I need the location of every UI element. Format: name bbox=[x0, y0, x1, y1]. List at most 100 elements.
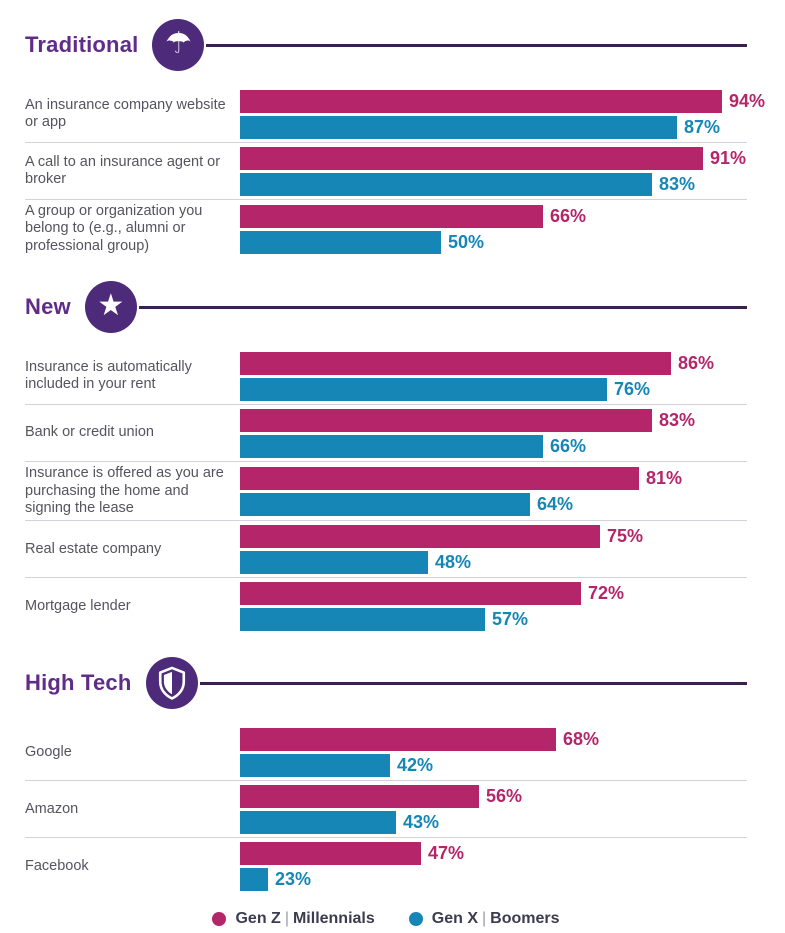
bar-line: 50% bbox=[240, 230, 747, 254]
bar-line: 68% bbox=[240, 727, 747, 751]
gen-z-millennials-value: 81% bbox=[646, 467, 683, 488]
gen-z-millennials-bar bbox=[240, 466, 639, 490]
bar-line: 76% bbox=[240, 377, 747, 401]
legend-label-secondary: Boomers bbox=[490, 910, 560, 928]
gen-x-boomers-value: 66% bbox=[550, 435, 587, 456]
bar-line: 64% bbox=[240, 492, 747, 516]
gen-x-boomers-value: 76% bbox=[614, 378, 651, 399]
bar-line: 83% bbox=[240, 172, 747, 196]
section-title: Traditional bbox=[25, 32, 139, 57]
chart-row: Google 68% 42% bbox=[25, 724, 747, 780]
star-glyph: ★ bbox=[97, 289, 125, 323]
bar-line: 66% bbox=[240, 434, 747, 458]
row-bars: 68% 42% bbox=[240, 727, 747, 777]
gen-x-boomers-bar bbox=[240, 172, 652, 196]
gen-z-millennials-bar bbox=[240, 841, 421, 865]
section-title: High Tech bbox=[25, 670, 132, 696]
row-bars: 81% 64% bbox=[240, 466, 747, 516]
legend-item: Gen Z | Millennials bbox=[212, 910, 375, 928]
chart-row: Bank or credit union 83% 66% bbox=[25, 404, 747, 461]
section-divider-line bbox=[199, 681, 747, 685]
row-bars: 86% 76% bbox=[240, 351, 747, 401]
section-header: New ★ bbox=[25, 280, 747, 334]
chart-row: An insurance company website or app 94% 87… bbox=[25, 86, 765, 142]
chart-row: A group or organization you belong to (e… bbox=[25, 199, 747, 258]
row-label: Facebook bbox=[25, 857, 89, 874]
row-bars: 91% 83% bbox=[240, 146, 747, 196]
row-label: Real estate company bbox=[25, 540, 162, 557]
legend-label-primary: Gen Z bbox=[235, 910, 281, 928]
chart-row: Mortgage lender 72% 57% bbox=[25, 577, 747, 634]
gen-z-millennials-value: 72% bbox=[588, 582, 625, 603]
chart-sections: Traditional ☂ An insurance company website… bbox=[25, 18, 765, 894]
row-label: Mortgage lender bbox=[25, 597, 131, 614]
row-bars: 56% 43% bbox=[240, 784, 747, 834]
row-bars: 47% 23% bbox=[240, 841, 747, 891]
row-label: Bank or credit union bbox=[25, 424, 154, 441]
bar-line: 47% bbox=[240, 841, 747, 865]
bar-line: 57% bbox=[240, 607, 747, 631]
row-bars: 83% 66% bbox=[240, 408, 747, 458]
gen-x-boomers-value: 87% bbox=[684, 116, 721, 137]
bar-line: 87% bbox=[240, 115, 765, 139]
gen-z-millennials-bar bbox=[240, 146, 703, 170]
row-bars: 66% 50% bbox=[240, 204, 747, 254]
legend-separator: | bbox=[482, 910, 487, 928]
row-label: Insurance is offered as you are purchasi… bbox=[25, 465, 224, 516]
bar-line: 56% bbox=[240, 784, 747, 808]
bar-line: 94% bbox=[240, 89, 766, 113]
bar-line: 42% bbox=[240, 753, 747, 777]
legend-label-secondary: Millennials bbox=[292, 910, 375, 928]
gen-z-millennials-bar bbox=[240, 204, 543, 228]
gen-z-millennials-value: 86% bbox=[678, 352, 715, 373]
gen-z-millennials-value: 91% bbox=[710, 147, 747, 168]
gen-z-millennials-value: 68% bbox=[563, 728, 600, 749]
row-label: A call to an insurance agent or broker bbox=[25, 153, 221, 187]
bar-line: 83% bbox=[240, 408, 747, 432]
section-title: New bbox=[25, 294, 71, 320]
gen-x-boomers-value: 57% bbox=[492, 608, 529, 629]
gen-z-millennials-value: 94% bbox=[729, 90, 766, 111]
chart-row: Insurance is offered as you are purchasi… bbox=[25, 461, 747, 520]
bar-line: 23% bbox=[240, 867, 747, 891]
gen-x-boomers-bar bbox=[240, 607, 485, 631]
gen-z-millennials-bar bbox=[240, 524, 600, 548]
gen-z-millennials-bar bbox=[240, 89, 722, 113]
gen-z-millennials-bar bbox=[240, 581, 581, 605]
section-header: High Tech bbox=[25, 656, 747, 710]
row-bars: 94% 87% bbox=[240, 89, 766, 139]
gen-z-millennials-value: 47% bbox=[428, 842, 465, 863]
gen-z-millennials-bar bbox=[240, 727, 556, 751]
gen-x-boomers-value: 23% bbox=[275, 868, 312, 889]
bar-line: 91% bbox=[240, 146, 747, 170]
bar-line: 75% bbox=[240, 524, 747, 548]
legend-label: Gen Z | Millennials bbox=[235, 910, 374, 928]
gen-x-boomers-bar bbox=[240, 810, 396, 834]
section-divider-line bbox=[206, 43, 747, 47]
chart-row: Amazon 56% 43% bbox=[25, 780, 747, 837]
gen-z-millennials-value: 66% bbox=[550, 205, 587, 226]
gen-x-boomers-value: 43% bbox=[403, 811, 440, 832]
legend-separator: | bbox=[284, 910, 289, 928]
chart-row: Real estate company 75% 48% bbox=[25, 520, 747, 577]
row-bars: 75% 48% bbox=[240, 524, 747, 574]
gen-x-boomers-value: 64% bbox=[537, 493, 574, 514]
gen-x-boomers-value: 50% bbox=[448, 231, 485, 252]
bar-line: 86% bbox=[240, 351, 747, 375]
legend-label: Gen X | Boomers bbox=[432, 910, 560, 928]
chart-row: Facebook 47% 23% bbox=[25, 837, 747, 894]
gen-x-boomers-value: 48% bbox=[435, 551, 472, 572]
section-divider-line bbox=[138, 305, 747, 309]
umbrella-icon: ☂ bbox=[152, 19, 205, 71]
umbrella-glyph: ☂ bbox=[164, 27, 192, 60]
bar-line: 43% bbox=[240, 810, 747, 834]
gen-x-boomers-bar bbox=[240, 753, 390, 777]
chart-row: Insurance is automatically included in y… bbox=[25, 348, 747, 404]
bar-line: 81% bbox=[240, 466, 747, 490]
row-label: Insurance is automatically included in y… bbox=[25, 358, 192, 393]
gen-x-boomers-bar bbox=[240, 230, 441, 254]
chart-row: A call to an insurance agent or broker 91… bbox=[25, 142, 747, 199]
bar-line: 72% bbox=[240, 581, 747, 605]
gen-x-boomers-bar bbox=[240, 434, 543, 458]
